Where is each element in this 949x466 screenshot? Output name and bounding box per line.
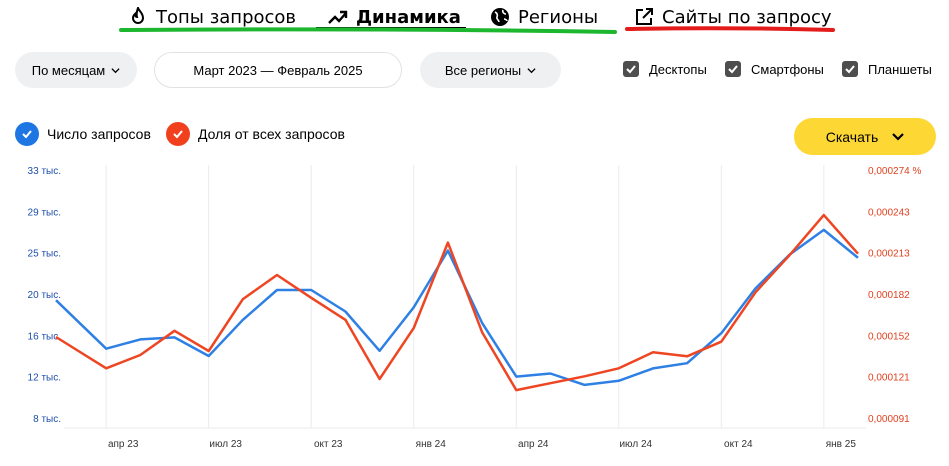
y-right-tick-label: 0,000243 <box>868 207 910 218</box>
x-tick-label: апр 24 <box>518 439 549 450</box>
series-line-share <box>55 213 859 392</box>
date-range-picker[interactable]: Март 2023 — Февраль 2025 <box>154 52 402 88</box>
region-select[interactable]: Все регионы <box>420 52 561 88</box>
checkbox-tablets-label: Планшеты <box>868 61 932 77</box>
download-label: Скачать <box>825 128 879 145</box>
active-tab-underline <box>316 27 466 28</box>
y-left-tick-label: 12 тыс. <box>28 373 61 384</box>
checkbox-desktops[interactable]: Десктопы <box>623 61 707 77</box>
date-range-value: Март 2023 — Февраль 2025 <box>193 62 363 78</box>
legend-label-share: Доля от всех запросов <box>198 126 345 142</box>
y-left-tick-label: 16 тыс. <box>28 331 61 342</box>
chevron-down-icon <box>527 67 536 73</box>
tab-top-queries[interactable]: Топы запросов <box>128 4 296 30</box>
y-right-tick-label: 0,000182 <box>868 290 910 301</box>
red-underline-mark <box>625 26 835 32</box>
checkmark-icon <box>725 61 741 77</box>
series-line-query-count <box>55 228 859 387</box>
tab-sites-by-query[interactable]: Сайты по запросу <box>634 4 832 30</box>
checkmark-icon <box>166 122 190 146</box>
tab-regions[interactable]: Регионы <box>490 4 598 30</box>
download-button[interactable]: Скачать <box>794 118 936 155</box>
period-type-value: По месяцам <box>31 62 106 78</box>
chevron-down-icon <box>111 67 120 73</box>
x-tick-label: янв 24 <box>416 439 447 450</box>
y-left-tick-label: 29 тыс. <box>28 207 61 218</box>
checkmark-icon <box>15 122 39 146</box>
trend-up-icon <box>328 7 348 27</box>
y-right-tick-label: 0,000213 <box>868 249 910 260</box>
y-right-tick-label: 0,000121 <box>868 373 910 384</box>
legend-item-query-count[interactable]: Число запросов <box>15 122 151 146</box>
y-left-tick-label: 20 тыс. <box>28 290 61 301</box>
tab-top-queries-label: Топы запросов <box>156 6 297 28</box>
checkmark-icon <box>623 61 639 77</box>
tab-dynamics-label: Динамика <box>356 6 461 28</box>
x-tick-label: окт 24 <box>724 439 753 450</box>
y-right-tick-label: 0,000274 % <box>868 166 921 177</box>
x-tick-label: янв 25 <box>826 439 857 450</box>
y-right-tick-label: 0,000152 <box>868 331 910 342</box>
x-tick-label: июл 23 <box>209 439 242 450</box>
legend-item-share[interactable]: Доля от всех запросов <box>166 122 345 146</box>
tab-dynamics[interactable]: Динамика <box>328 4 461 30</box>
chevron-down-icon <box>892 132 905 141</box>
y-left-tick-label: 25 тыс. <box>28 249 61 260</box>
checkbox-smartphones-label: Смартфоны <box>751 61 824 77</box>
external-link-icon <box>634 7 654 27</box>
x-tick-label: апр 23 <box>108 439 139 450</box>
y-left-tick-label: 33 тыс. <box>28 166 61 177</box>
x-tick-label: июл 24 <box>619 439 652 450</box>
region-value: Все регионы <box>444 62 522 78</box>
checkbox-smartphones[interactable]: Смартфоны <box>725 61 824 77</box>
period-type-select[interactable]: По месяцам <box>15 52 137 88</box>
tab-bar: Топы запросов Динамика Регионы Сайты по … <box>0 0 949 40</box>
y-right-tick-label: 0,000091 <box>868 414 910 425</box>
checkmark-icon <box>842 61 858 77</box>
tab-sites-by-query-label: Сайты по запросу <box>662 6 832 28</box>
checkbox-tablets[interactable]: Планшеты <box>842 61 932 77</box>
x-tick-label: окт 23 <box>314 439 343 450</box>
green-underline-mark <box>119 27 617 34</box>
fire-icon <box>128 7 148 27</box>
globe-icon <box>490 7 510 27</box>
checkbox-desktops-label: Десктопы <box>649 61 707 77</box>
y-left-tick-label: 8 тыс. <box>33 414 61 425</box>
legend-label-query-count: Число запросов <box>47 126 151 142</box>
dynamics-chart: апр 23 июл 23 окт 23 янв 24 апр 24 июл 24 окт … <box>28 165 921 450</box>
tab-regions-label: Регионы <box>518 6 599 28</box>
